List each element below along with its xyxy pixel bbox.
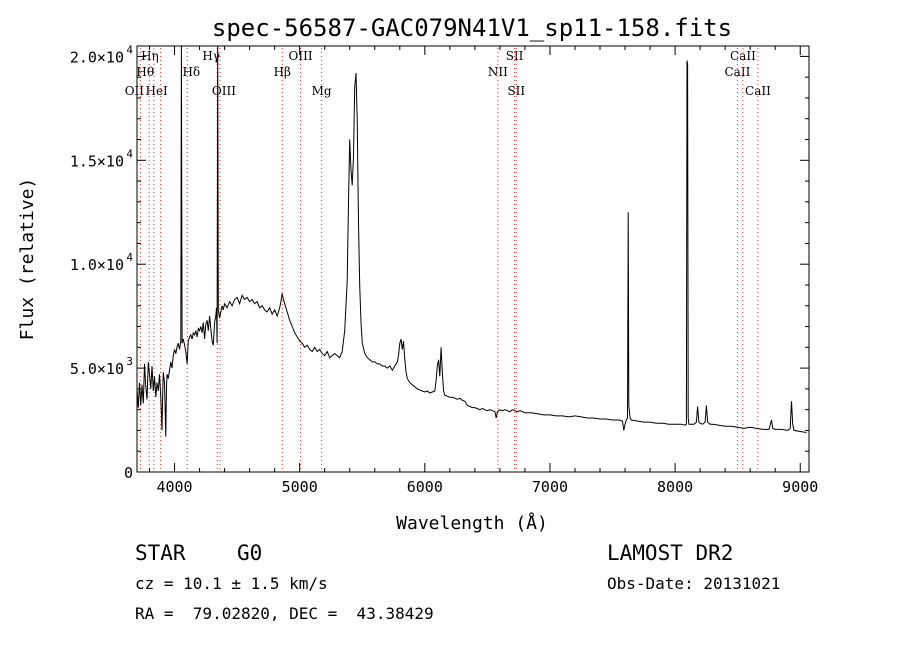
x-tick-label: 6000: [407, 478, 443, 496]
y-axis: 05.0×10 31.0×10 41.5×10 42.0×10 4: [70, 43, 809, 482]
line-marker-label: OIII: [212, 84, 236, 98]
plot-frame: [136, 45, 810, 473]
line-marker-label: SII: [506, 49, 524, 63]
y-tick-exponent: 4: [126, 43, 133, 56]
y-tick-exponent: 4: [126, 251, 133, 264]
survey-name: LAMOST DR2: [607, 541, 734, 565]
line-marker-label: Hδ: [182, 65, 200, 79]
chart-title: spec-56587-GAC079N41V1_sp11-158.fits: [212, 14, 732, 42]
x-tick-label: 5000: [282, 478, 318, 496]
y-tick-label: 5.0×10: [70, 360, 124, 378]
line-marker-label: Hγ: [202, 49, 220, 63]
line-marker-label: SII: [507, 84, 525, 98]
redshift-cz: cz = 10.1 ± 1.5 km/s: [135, 574, 328, 593]
x-axis: 4000 5000 6000 7000 8000 9000: [149, 46, 818, 496]
line-marker-label: OIII: [289, 49, 313, 63]
x-tick-label: 9000: [782, 478, 818, 496]
x-tick-label: 8000: [657, 478, 693, 496]
object-subclass: G0: [237, 541, 263, 565]
spectrum-line: [136, 45, 807, 437]
y-axis-label: Flux (relative): [17, 178, 38, 341]
line-marker-label: OII: [125, 84, 145, 98]
y-tick-label: 1.0×10: [70, 256, 124, 274]
y-tick-label: 0: [124, 464, 133, 482]
line-marker-label: CaII: [730, 49, 756, 63]
line-marker-label: Mg: [312, 84, 332, 98]
y-tick-exponent: 4: [126, 147, 133, 160]
line-marker-label: HeI: [145, 84, 168, 98]
y-tick-label: 2.0×10: [70, 48, 124, 66]
object-type: STAR: [135, 541, 186, 565]
coordinates: RA = 79.02820, DEC = 43.38429: [135, 604, 434, 623]
observation-date: Obs-Date: 20131021: [607, 574, 781, 593]
x-tick-label: 4000: [156, 478, 192, 496]
line-marker-label: CaII: [745, 84, 771, 98]
line-marker-label: CaII: [725, 65, 751, 79]
line-marker-label: NII: [488, 65, 508, 79]
line-marker-label: Hη: [141, 49, 159, 63]
y-tick-exponent: 3: [126, 355, 133, 368]
line-marker-label: Hβ: [274, 65, 291, 79]
x-tick-label: 7000: [532, 478, 568, 496]
x-axis-label: Wavelength (Å): [396, 512, 548, 534]
y-tick-label: 1.5×10: [70, 152, 124, 170]
